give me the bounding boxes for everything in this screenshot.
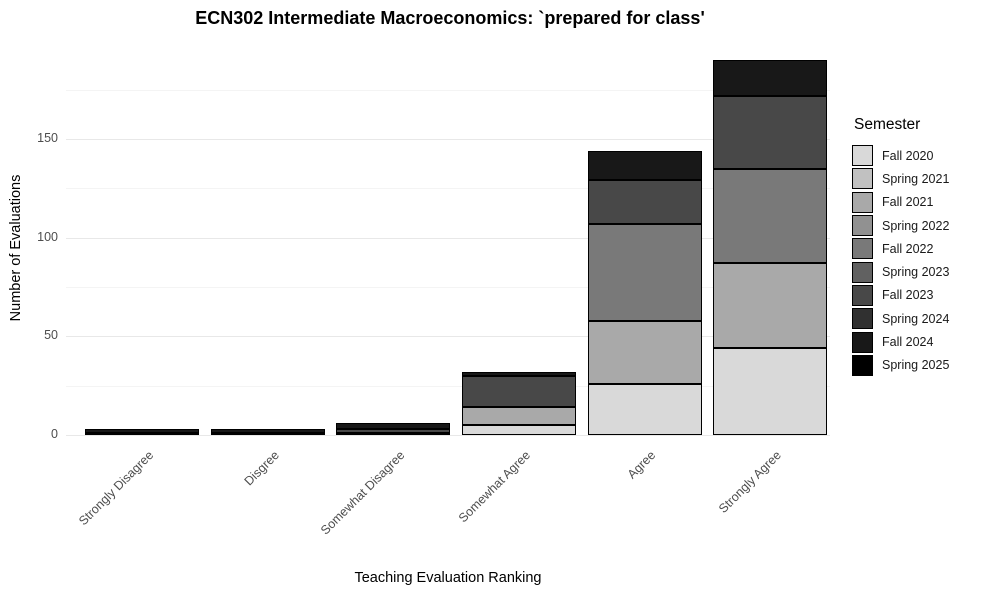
legend-item-fall-2023: Fall 2023 bbox=[852, 284, 949, 307]
legend-label: Spring 2022 bbox=[882, 218, 950, 233]
legend-item-fall-2020: Fall 2020 bbox=[852, 144, 949, 167]
bar-segment-disgree-fall-2024 bbox=[210, 429, 325, 434]
x-tick-label-somewhat-agree: Somewhat Agree bbox=[455, 448, 533, 526]
bar-segment-strongly-agree-fall-2024 bbox=[713, 60, 828, 96]
legend-label: Spring 2023 bbox=[882, 265, 950, 280]
legend-item-fall-2024: Fall 2024 bbox=[852, 330, 949, 353]
y-tick-label-0: 0 bbox=[51, 427, 58, 441]
bar-segment-agree-fall-2024 bbox=[587, 150, 702, 181]
legend-label: Fall 2022 bbox=[882, 241, 934, 256]
legend-title: Semester bbox=[854, 116, 921, 133]
gridline-major-0 bbox=[66, 435, 830, 436]
legend-label: Fall 2021 bbox=[882, 195, 934, 210]
bar-segment-agree-fall-2021 bbox=[587, 320, 702, 384]
legend-label: Spring 2021 bbox=[882, 171, 950, 186]
bar-segment-agree-fall-2020 bbox=[587, 383, 702, 435]
legend-label: Fall 2024 bbox=[882, 335, 934, 350]
x-tick-label-agree: Agree bbox=[625, 448, 659, 482]
legend-key-swatch bbox=[852, 238, 873, 260]
legend-key-swatch bbox=[852, 145, 873, 167]
gridline-major-50 bbox=[66, 336, 830, 338]
bar-segment-strongly-agree-fall-2023 bbox=[713, 95, 828, 169]
legend-item-fall-2022: Fall 2022 bbox=[852, 237, 949, 260]
legend-key-swatch bbox=[852, 261, 873, 283]
x-tick-label-somewhat-disagree: Somewhat Disagree bbox=[317, 448, 408, 538]
bar-segment-somewhat-disagree-fall-2024 bbox=[336, 423, 451, 430]
legend-key-swatch bbox=[852, 284, 873, 306]
legend-item-spring-2025: Spring 2025 bbox=[852, 354, 949, 377]
bar-segment-somewhat-agree-fall-2023 bbox=[462, 375, 576, 408]
legend-key-swatch bbox=[852, 308, 873, 330]
legend-label: Fall 2020 bbox=[882, 148, 934, 163]
legend: Semester Fall 2020 Spring 2021 Fall 2021 Sp… bbox=[852, 116, 949, 377]
legend-item-spring-2023: Spring 2023 bbox=[852, 260, 949, 283]
bar-segment-agree-fall-2023 bbox=[587, 180, 702, 224]
y-tick-label-50: 50 bbox=[44, 328, 58, 343]
gridline-major-100 bbox=[66, 237, 830, 239]
legend-key-swatch bbox=[852, 191, 873, 213]
legend-key-swatch bbox=[852, 168, 873, 190]
bar-segment-disgree-fall-2023 bbox=[210, 433, 325, 436]
bar-segment-strongly-agree-fall-2022 bbox=[713, 168, 828, 264]
bar-segment-strongly-agree-fall-2020 bbox=[713, 348, 828, 435]
bar-segment-strongly-disagree-fall-2023 bbox=[85, 433, 199, 436]
x-axis-title: Teaching Evaluation Ranking bbox=[354, 570, 542, 586]
x-tick-label-strongly-agree: Strongly Agree bbox=[716, 448, 785, 516]
chart-title: ECN302 Intermediate Macroeconomics: `pre… bbox=[195, 8, 705, 28]
bar-segment-somewhat-agree-fall-2020 bbox=[462, 425, 576, 435]
bar-segment-strongly-disagree-fall-2024 bbox=[85, 429, 199, 434]
bar-segment-somewhat-disagree-fall-2020 bbox=[336, 433, 451, 436]
legend-item-spring-2021: Spring 2021 bbox=[852, 167, 949, 190]
bar-segment-somewhat-disagree-fall-2023 bbox=[336, 429, 451, 434]
legend-label: Fall 2023 bbox=[882, 288, 934, 303]
plot-panel bbox=[66, 45, 830, 436]
legend-item-spring-2024: Spring 2024 bbox=[852, 307, 949, 330]
y-tick-label-100: 100 bbox=[37, 229, 58, 244]
legend-item-spring-2022: Spring 2022 bbox=[852, 214, 949, 237]
bar-segment-strongly-agree-fall-2021 bbox=[713, 263, 828, 349]
gridline-minor-175 bbox=[66, 89, 830, 91]
y-tick-label-150: 150 bbox=[37, 131, 58, 146]
bar-segment-somewhat-agree-fall-2021 bbox=[462, 407, 576, 426]
gridline-major-150 bbox=[66, 139, 830, 141]
legend-item-fall-2021: Fall 2021 bbox=[852, 191, 949, 214]
legend-key-swatch bbox=[852, 354, 873, 376]
x-tick-label-disgree: Disgree bbox=[241, 448, 282, 489]
bar-segment-somewhat-agree-fall-2024 bbox=[462, 371, 576, 376]
gridline-minor-75 bbox=[66, 287, 830, 289]
legend-label: Spring 2024 bbox=[882, 311, 950, 326]
x-tick-label-strongly-disagree: Strongly Disagree bbox=[75, 448, 156, 529]
gridline-minor-125 bbox=[66, 188, 830, 190]
legend-key-swatch bbox=[852, 215, 873, 237]
bar-segment-agree-fall-2022 bbox=[587, 223, 702, 321]
gridline-minor-25 bbox=[66, 385, 830, 387]
legend-key-swatch bbox=[852, 331, 873, 353]
legend-label: Spring 2025 bbox=[882, 358, 950, 373]
